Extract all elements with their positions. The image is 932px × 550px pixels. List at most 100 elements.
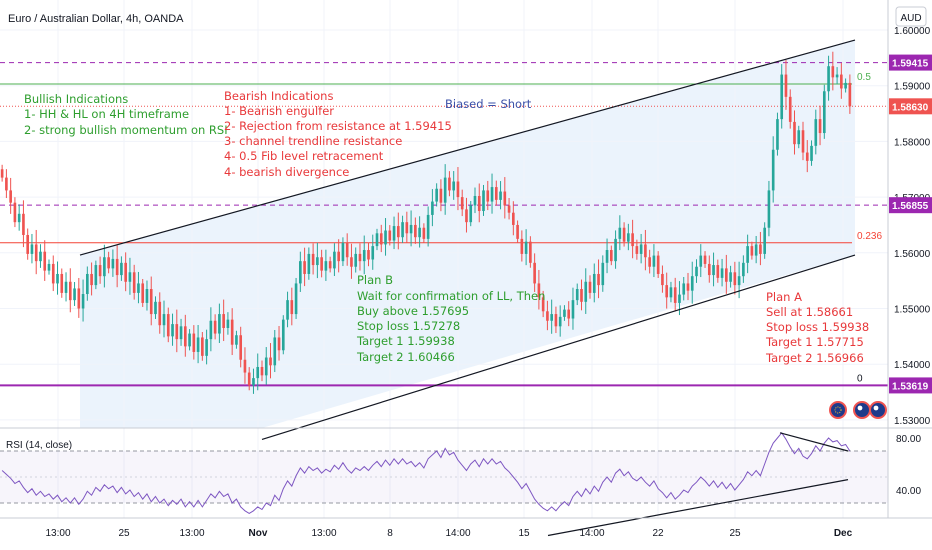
bullish-title: Bullish Indications [24,92,128,106]
candle-body [166,314,170,337]
candle-body [358,253,362,262]
au-flag-icon[interactable] [853,401,871,419]
candle-body [712,265,715,276]
candle-body [831,66,835,78]
candle-body [196,337,200,352]
candle-body [844,82,847,89]
candle-body [43,251,47,271]
candle-body [124,262,127,282]
candle-body [286,300,289,320]
plan-b-line-5: Target 2 1.60466 [356,350,455,364]
time-scale[interactable]: 13:00 25 13:00 Nov 13:00 8 14:00 15 14:00 22 25 Dec [45,528,852,539]
candle-body [494,187,498,200]
candle-body [149,289,153,315]
price-tags: 1.59415 1.58630 1.56855 1.53619 [889,54,932,394]
candle-body [452,181,456,191]
candle-body [243,359,247,373]
candle-body [5,177,8,191]
plan-a[interactable]: Plan A Sell at 1.58661 Stop loss 1.59938… [765,290,869,365]
candle-body [848,82,852,107]
grid-layer [0,0,888,518]
candle-body [482,190,485,212]
price-scale[interactable]: 1.600001.590001.580001.570001.560001.550… [894,26,931,427]
bias-label[interactable]: Biased = Short [445,97,532,111]
candle-body [533,262,536,284]
candle-body [171,324,174,337]
bullish-indications[interactable]: Bullish Indications 1- HH & HL on 4H tim… [24,92,228,137]
candle-body [64,281,68,293]
candle-body [132,272,136,293]
candle-body [175,324,179,340]
rsi-line [1,431,851,514]
channel-upper-line [79,39,856,256]
candles-layer [0,51,852,394]
candle-body [456,181,460,198]
chart-title: Euro / Australian Dollar, 4h, OANDA [8,13,184,25]
candle-body [230,319,234,345]
candle-body [17,213,21,223]
candle-body [805,152,809,161]
candle-body [39,251,42,262]
currency-button[interactable]: AUD [895,6,927,27]
candle-body [414,224,417,238]
candle-body [473,195,477,206]
candle-body [307,253,311,274]
candle-body [213,320,217,334]
candle-body [767,190,771,228]
candle-body [56,273,59,284]
candle-body [742,262,745,277]
plan-b-line-4: Target 1 1.59938 [356,334,455,348]
bearish-indications[interactable]: Bearish Indications 1- Bearish engulfer … [224,89,452,179]
bearish-line-2: 2- Rejection from resistance at 1.59415 [224,119,452,133]
candle-body [541,297,545,312]
candle-body [111,258,115,269]
candle-body [9,190,12,203]
candle-body [30,244,34,254]
channel-lines[interactable] [79,39,856,440]
time-tick-label: 15 [518,528,530,539]
candle-body [256,366,260,379]
bullish-line-1: 1- HH & HL on 4H timeframe [24,107,189,121]
time-tick-label: Nov [249,528,268,539]
candle-body [316,257,319,266]
price-tick-label: 1.60000 [894,26,931,37]
candle-body [73,288,76,301]
rsi-scale[interactable]: 80.00 40.00 [896,434,921,497]
candle-body [435,188,438,202]
candle-body [107,257,110,269]
eu-flag-icon[interactable] [829,401,847,419]
candle-body [550,314,553,321]
candle-body [524,241,528,254]
au-flag-icon-2[interactable] [869,401,887,419]
candle-body [686,283,690,291]
candle-body [350,257,353,267]
candle-body [797,130,801,145]
candle-body [584,281,588,302]
candle-body [94,265,98,286]
price-tick-label: 1.54000 [894,360,931,371]
rsi-pane[interactable] [0,431,888,537]
candle-body [192,333,196,352]
price-tag [889,98,932,115]
time-tick-label: 13:00 [311,528,336,539]
candle-body [13,202,17,223]
candle-body [218,314,221,334]
currency-label: AUD [900,13,921,24]
candle-body [47,263,51,271]
candle-body [141,283,145,303]
candle-body [516,224,519,239]
candle-body [98,265,102,277]
candle-body [512,212,515,225]
plan-b[interactable]: Plan B Wait for confirmation of LL, Then… [356,273,545,364]
fib-level-label: 0 [857,373,863,384]
candle-body [793,121,796,145]
fib-level-label: 0.5 [857,72,871,83]
levels-layer [0,62,888,387]
candle-body [529,241,532,263]
candle-body [746,246,749,263]
candle-body [592,273,596,293]
candle-body [303,261,306,274]
candle-body [443,177,447,203]
candle-body [422,227,426,239]
